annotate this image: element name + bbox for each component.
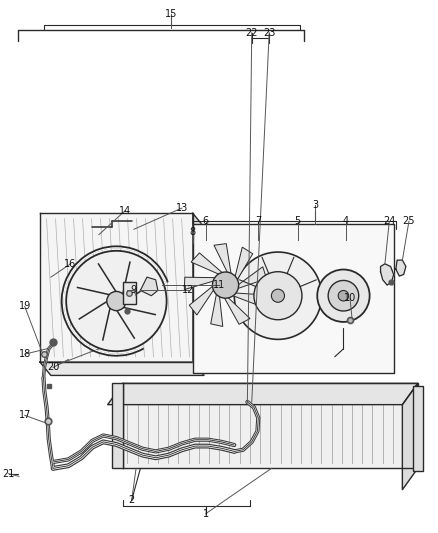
Bar xyxy=(112,383,123,469)
Polygon shape xyxy=(40,362,204,375)
Text: 11: 11 xyxy=(213,280,225,290)
Polygon shape xyxy=(223,296,250,324)
Text: 5: 5 xyxy=(294,216,301,227)
Text: 3: 3 xyxy=(312,200,318,211)
Text: 18: 18 xyxy=(18,349,31,359)
Polygon shape xyxy=(189,285,215,315)
Text: 12: 12 xyxy=(182,285,194,295)
Polygon shape xyxy=(40,213,193,362)
Text: 8: 8 xyxy=(190,227,196,237)
Bar xyxy=(413,386,423,471)
Text: 19: 19 xyxy=(18,301,31,311)
Text: 16: 16 xyxy=(64,259,77,269)
Polygon shape xyxy=(381,264,394,285)
Text: 25: 25 xyxy=(403,216,415,227)
Text: 2: 2 xyxy=(128,495,135,505)
Polygon shape xyxy=(193,213,204,375)
Circle shape xyxy=(317,270,370,322)
Text: 1: 1 xyxy=(203,508,209,519)
Text: 6: 6 xyxy=(203,216,209,227)
Text: 9: 9 xyxy=(131,285,137,295)
Text: 7: 7 xyxy=(255,216,261,227)
Polygon shape xyxy=(214,244,231,276)
Polygon shape xyxy=(108,383,418,405)
Polygon shape xyxy=(403,383,418,490)
Circle shape xyxy=(66,251,166,351)
Circle shape xyxy=(107,292,126,311)
Polygon shape xyxy=(236,267,266,289)
Text: 22: 22 xyxy=(245,28,258,38)
Circle shape xyxy=(254,272,302,320)
Text: 21: 21 xyxy=(2,469,15,479)
Polygon shape xyxy=(211,292,223,327)
Polygon shape xyxy=(193,224,394,373)
Circle shape xyxy=(272,289,285,302)
Circle shape xyxy=(328,280,359,311)
Polygon shape xyxy=(230,293,266,306)
Text: 4: 4 xyxy=(343,216,349,227)
Polygon shape xyxy=(184,277,218,289)
Polygon shape xyxy=(123,383,418,469)
Circle shape xyxy=(234,252,321,340)
Polygon shape xyxy=(191,253,224,275)
Text: 14: 14 xyxy=(119,206,131,216)
Text: 10: 10 xyxy=(344,293,356,303)
Text: 24: 24 xyxy=(383,216,396,227)
Text: 17: 17 xyxy=(18,410,31,420)
Bar xyxy=(123,282,136,304)
Text: 20: 20 xyxy=(47,362,59,373)
Text: 15: 15 xyxy=(165,9,177,19)
Text: 23: 23 xyxy=(263,28,276,38)
Circle shape xyxy=(338,290,349,301)
Polygon shape xyxy=(234,247,253,282)
Polygon shape xyxy=(396,260,406,276)
Circle shape xyxy=(212,272,239,298)
Polygon shape xyxy=(141,277,158,296)
Text: 13: 13 xyxy=(176,203,188,213)
